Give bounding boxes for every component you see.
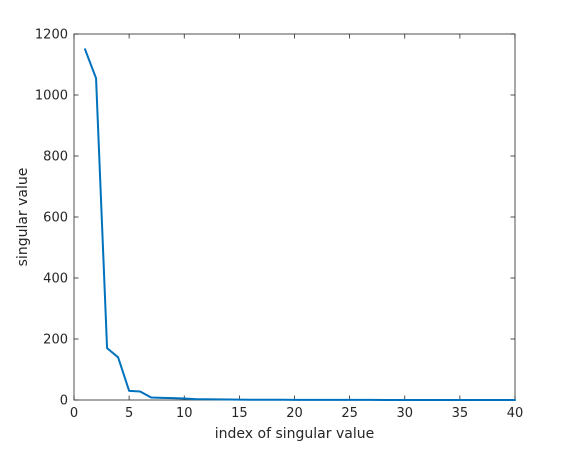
y-axis-ticks: 0 200 400 600 800 1000 1200	[35, 28, 515, 409]
y-tick-label-5: 1000	[35, 89, 68, 104]
x-tick-label-1: 5	[125, 406, 133, 421]
y-tick-label-6: 1200	[35, 28, 68, 43]
x-tick-label-0: 0	[70, 406, 78, 421]
y-axis-label: singular value	[15, 168, 31, 267]
x-axis-label: index of singular value	[215, 426, 374, 442]
x-tick-label-2: 10	[176, 406, 193, 421]
y-tick-label-0: 0	[60, 394, 68, 409]
plot-area: 0 5 10 15 20 25 30 35 40 0 200 400 600 800 1000 1200	[35, 28, 523, 422]
y-tick-label-2: 400	[43, 272, 68, 287]
series-layer	[84, 48, 516, 401]
x-axis-ticks: 0 5 10 15 20 25 30 35 40	[70, 34, 523, 421]
axes-box	[73, 33, 516, 401]
x-tick-label-8: 40	[507, 406, 524, 421]
x-tick-label-4: 20	[286, 406, 303, 421]
y-tick-label-3: 600	[43, 211, 68, 226]
series-line-0	[84, 48, 516, 401]
y-tick-label-4: 800	[43, 150, 68, 165]
y-tick-label-1: 200	[43, 333, 68, 348]
x-tick-label-7: 35	[452, 406, 469, 421]
x-tick-label-5: 25	[341, 406, 358, 421]
x-tick-label-6: 30	[396, 406, 413, 421]
x-tick-label-3: 15	[231, 406, 248, 421]
